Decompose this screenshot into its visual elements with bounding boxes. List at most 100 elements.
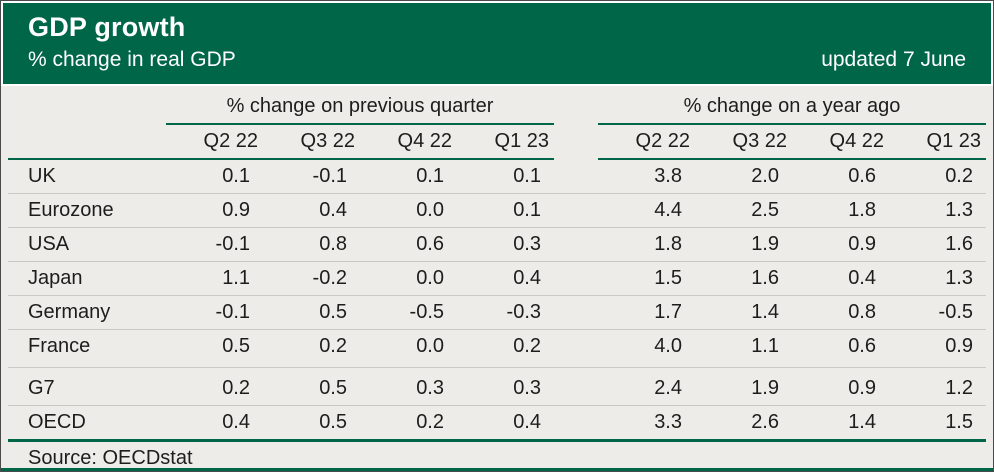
table-cell: -0.5	[938, 301, 973, 324]
table-cell: 0.0	[416, 335, 444, 358]
table-cell: 0.2	[319, 335, 347, 358]
table-row: OECD 0.4 0.5 0.2 0.4 3.3 2.6 1.4 1.5	[8, 405, 986, 439]
table-cell: 0.1	[416, 165, 444, 188]
table-cell: 0.9	[848, 233, 876, 256]
table-cell: 0.2	[513, 335, 541, 358]
table-cell: 0.6	[848, 165, 876, 188]
masthead: GDP growth % change in real GDP updated …	[1, 1, 993, 87]
table-row: USA -0.1 0.8 0.6 0.3 1.8 1.9 0.9 1.6	[8, 227, 986, 261]
table-cell: -0.1	[215, 301, 250, 324]
table-cell: 0.5	[319, 301, 347, 324]
table-cell: 0.4	[222, 411, 250, 434]
table-cell: 1.8	[654, 233, 682, 256]
row-label: Eurozone	[28, 199, 114, 222]
table-cell: 2.6	[751, 411, 779, 434]
bottom-accent-bar	[1, 468, 993, 471]
table-cell: 1.6	[945, 233, 973, 256]
table-cell: 0.8	[319, 233, 347, 256]
table-cell: 1.1	[222, 267, 250, 290]
subtitle: % change in real GDP	[28, 48, 236, 72]
row-label: Germany	[28, 301, 111, 324]
table-row: Japan 1.1 -0.2 0.0 0.4 1.5 1.6 0.4 1.3	[8, 261, 986, 295]
table-cell: 1.7	[654, 301, 682, 324]
row-label: USA	[28, 233, 70, 256]
column-group-header-row: % change on previous quarter % change on…	[8, 86, 986, 126]
table-cell: 1.8	[848, 199, 876, 222]
row-label: OECD	[28, 411, 86, 434]
table-cell: 0.3	[513, 233, 541, 256]
table-cell: 0.3	[416, 377, 444, 400]
table-cell: 0.2	[416, 411, 444, 434]
table-cell: 0.0	[416, 199, 444, 222]
quarter-header: Q2 22	[203, 130, 258, 153]
table-cell: 1.4	[751, 301, 779, 324]
table-cell: 0.4	[848, 267, 876, 290]
table-row: G7 0.2 0.5 0.3 0.3 2.4 1.9 0.9 1.2	[8, 367, 986, 405]
table-cell: 0.9	[945, 335, 973, 358]
table-cell: 1.4	[848, 411, 876, 434]
row-label: France	[28, 335, 91, 358]
quarter-header-row: Q2 22 Q3 22 Q4 22 Q1 23 Q2 22 Q3 22 Q4 2…	[8, 125, 986, 158]
table-cell: 0.2	[222, 377, 250, 400]
quarter-header: Q2 22	[635, 130, 690, 153]
source-note: Source: OECDstat	[8, 442, 986, 470]
table-cell: 1.3	[945, 267, 973, 290]
table-cell: 1.5	[945, 411, 973, 434]
table-cell: -0.5	[409, 301, 444, 324]
table-cell: 0.6	[416, 233, 444, 256]
table-cell: 1.5	[654, 267, 682, 290]
table-cell: 2.0	[751, 165, 779, 188]
table-cell: 1.1	[751, 335, 779, 358]
table-cell: -0.1	[312, 165, 347, 188]
table-cell: 1.3	[945, 199, 973, 222]
table-cell: 0.4	[513, 411, 541, 434]
table-cell: 1.9	[751, 233, 779, 256]
table-cell: 0.6	[848, 335, 876, 358]
table-cell: 3.8	[654, 165, 682, 188]
table-row: Germany -0.1 0.5 -0.5 -0.3 1.7 1.4 0.8 -…	[8, 295, 986, 329]
table-cell: -0.1	[215, 233, 250, 256]
table-cell: 0.2	[945, 165, 973, 188]
table-cell: 0.8	[848, 301, 876, 324]
table-cell: 4.0	[654, 335, 682, 358]
table-cell: 1.6	[751, 267, 779, 290]
quarter-header: Q1 23	[926, 130, 981, 153]
row-label: G7	[28, 377, 55, 400]
page-title: GDP growth	[28, 12, 186, 42]
quarter-header: Q4 22	[829, 130, 884, 153]
table-cell: -0.3	[506, 301, 541, 324]
table-cell: 2.5	[751, 199, 779, 222]
table-cell: -0.2	[312, 267, 347, 290]
table-row: Eurozone 0.9 0.4 0.0 0.1 4.4 2.5 1.8 1.3	[8, 193, 986, 227]
table-cell: 0.4	[319, 199, 347, 222]
column-group-year-ago: % change on a year ago	[598, 95, 986, 126]
quarter-header: Q1 23	[494, 130, 549, 153]
table-cell: 0.1	[513, 199, 541, 222]
table-row: UK 0.1 -0.1 0.1 0.1 3.8 2.0 0.6 0.2	[8, 160, 986, 193]
column-group-quarter: % change on previous quarter	[166, 95, 554, 126]
table-row: France 0.5 0.2 0.0 0.2 4.0 1.1 0.6 0.9	[8, 329, 986, 367]
table-cell: 0.1	[222, 165, 250, 188]
header-rule-right	[598, 158, 986, 161]
quarter-header: Q4 22	[397, 130, 452, 153]
table-bottom-rule	[8, 439, 986, 443]
row-label: Japan	[28, 267, 83, 290]
source-text: Source: OECDstat	[28, 447, 193, 470]
table-cell: 0.4	[513, 267, 541, 290]
table-cell: 0.1	[513, 165, 541, 188]
quarter-header: Q3 22	[300, 130, 355, 153]
row-label: UK	[28, 165, 56, 188]
table-cell: 4.4	[654, 199, 682, 222]
table-cell: 0.5	[222, 335, 250, 358]
table-cell: 0.0	[416, 267, 444, 290]
table-cell: 1.9	[751, 377, 779, 400]
header-rule-left	[8, 158, 554, 161]
table-cell: 3.3	[654, 411, 682, 434]
gdp-table: % change on previous quarter % change on…	[1, 86, 993, 471]
table-cell: 1.2	[945, 377, 973, 400]
table-cell: 0.5	[319, 411, 347, 434]
header-rule-row	[8, 158, 986, 161]
quarter-header: Q3 22	[732, 130, 787, 153]
table-cell: 0.9	[222, 199, 250, 222]
